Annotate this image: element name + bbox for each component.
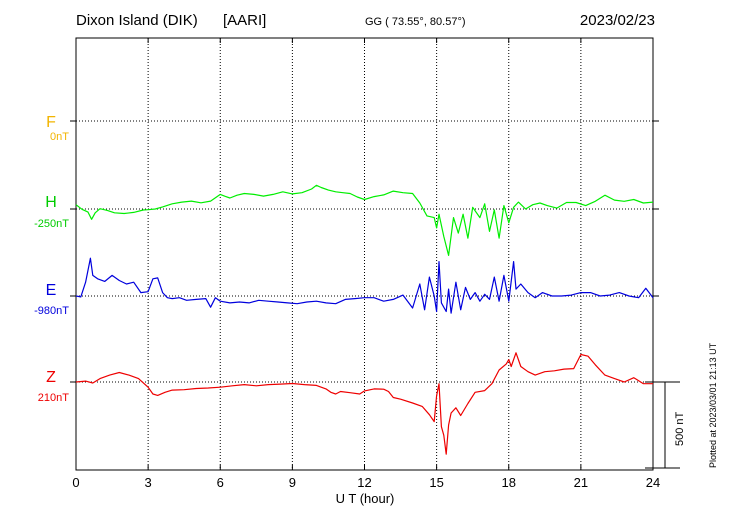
baseline-label-e: -980nT xyxy=(34,305,69,317)
component-label-e: E xyxy=(46,282,57,299)
series-line-z xyxy=(75,352,653,455)
series-line-h xyxy=(75,184,654,256)
x-axis-label: U T (hour) xyxy=(336,491,395,506)
x-tick-label: 3 xyxy=(145,475,152,490)
component-label-f: F xyxy=(46,114,56,131)
baseline-label-z: 210nT xyxy=(38,392,69,404)
baseline-label-f: 0nT xyxy=(50,131,69,143)
station-title: Dixon Island (DIK) xyxy=(76,12,198,29)
plotted-at-note: Plotted at 2023/03/01 21:13 UT xyxy=(708,342,718,468)
component-label-h: H xyxy=(45,194,57,211)
x-tick-label: 0 xyxy=(72,475,79,490)
baseline-label-h: -250nT xyxy=(34,218,69,230)
series-lines xyxy=(75,184,654,455)
institute-label: [AARI] xyxy=(223,12,266,29)
x-axis-ticks: 0 3 6 9 12 15 18 21 24 xyxy=(72,38,660,490)
x-tick-label: 15 xyxy=(429,475,443,490)
x-tick-label: 18 xyxy=(502,475,516,490)
x-tick-label: 24 xyxy=(646,475,660,490)
scale-bar: 500 nT xyxy=(645,381,686,469)
grid-lines xyxy=(70,38,659,470)
x-tick-label: 9 xyxy=(289,475,296,490)
x-tick-label: 6 xyxy=(217,475,224,490)
x-tick-label: 12 xyxy=(357,475,371,490)
scale-bar-label: 500 nT xyxy=(674,411,686,446)
series-line-e xyxy=(75,257,654,314)
geographic-coords: GG ( 73.55°, 80.57°) xyxy=(365,16,466,28)
date-label: 2023/02/23 xyxy=(580,12,655,29)
x-tick-label: 21 xyxy=(574,475,588,490)
component-label-z: Z xyxy=(46,369,56,386)
